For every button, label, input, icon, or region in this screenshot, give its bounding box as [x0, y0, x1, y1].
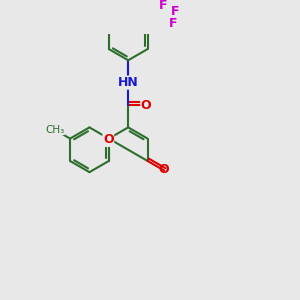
Text: CH₃: CH₃	[45, 124, 64, 135]
Text: O: O	[159, 163, 170, 176]
Text: F: F	[169, 17, 178, 30]
Text: O: O	[141, 98, 152, 112]
Text: O: O	[103, 134, 114, 146]
Text: F: F	[159, 0, 168, 12]
Text: HN: HN	[118, 76, 139, 89]
Text: F: F	[170, 4, 179, 17]
